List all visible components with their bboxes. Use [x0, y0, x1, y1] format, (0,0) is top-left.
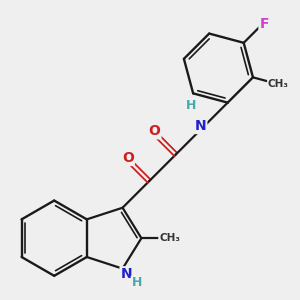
Text: CH₃: CH₃: [159, 233, 180, 243]
Text: N: N: [121, 267, 132, 281]
Text: H: H: [132, 276, 142, 290]
Text: CH₃: CH₃: [268, 79, 289, 89]
Text: O: O: [122, 151, 134, 165]
Text: O: O: [148, 124, 160, 138]
Text: H: H: [186, 99, 196, 112]
Text: F: F: [260, 17, 269, 31]
Text: N: N: [195, 119, 206, 133]
